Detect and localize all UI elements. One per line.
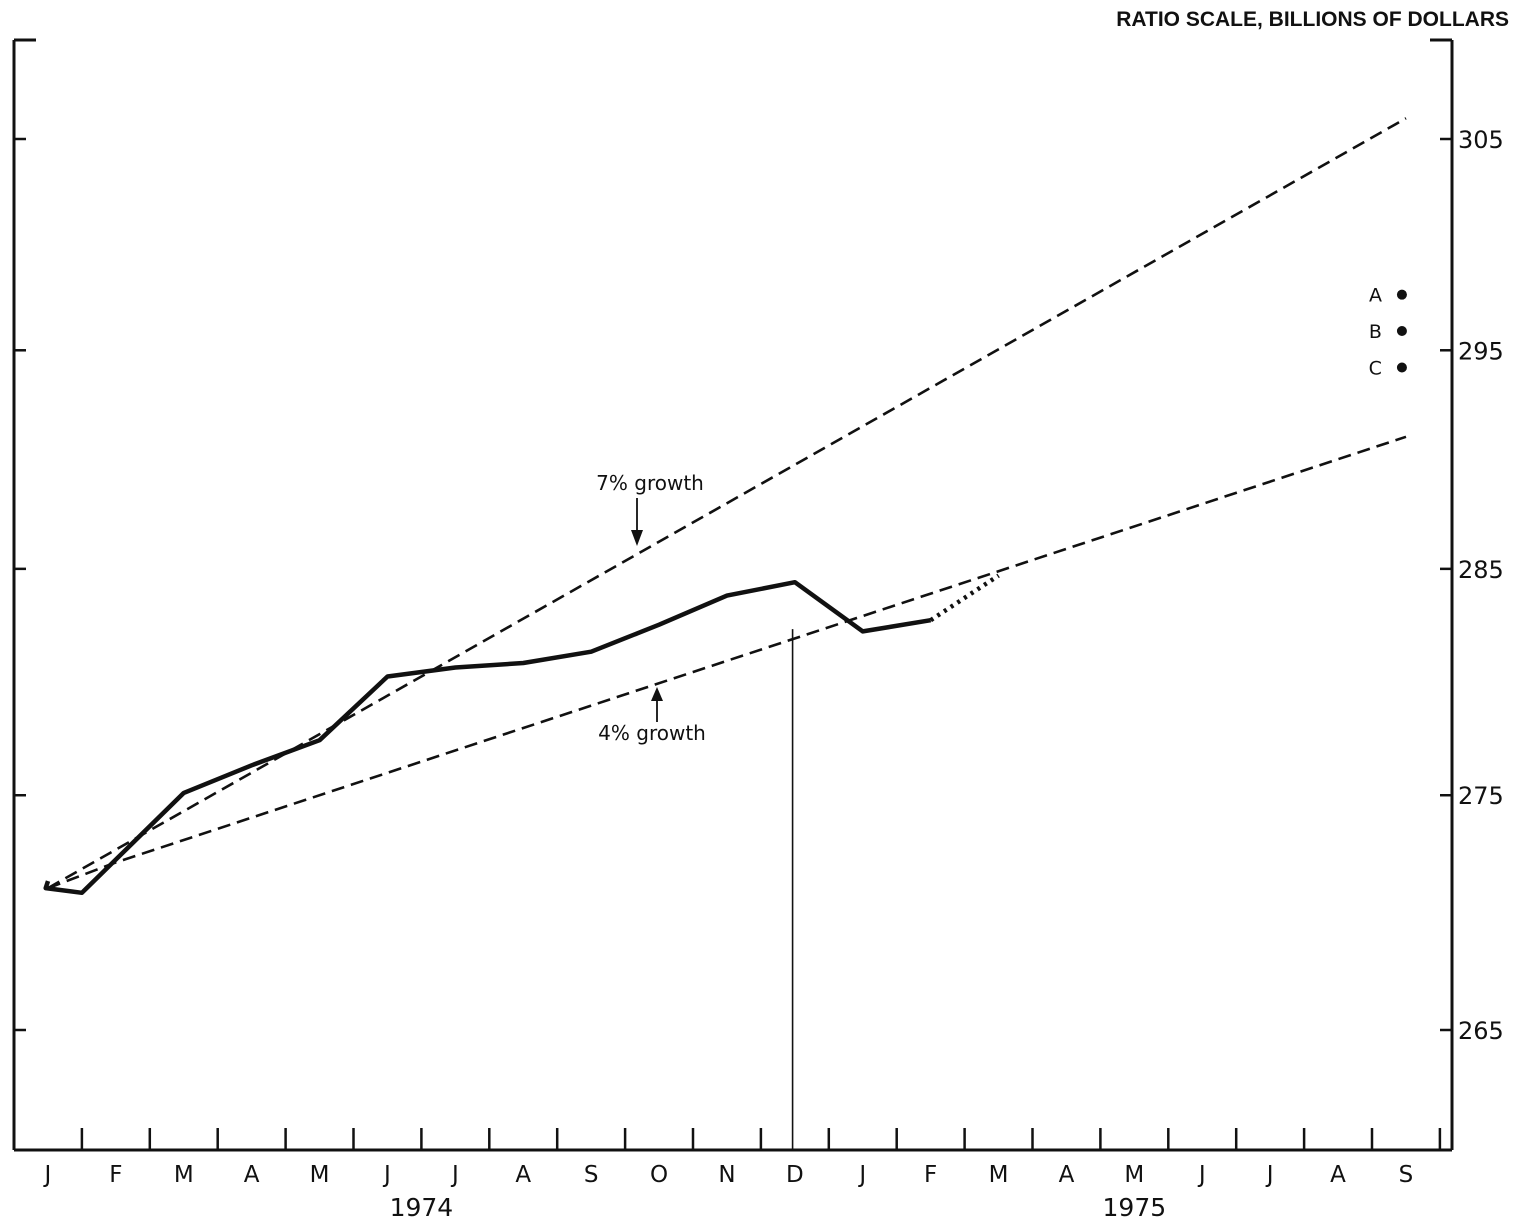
x-month-label: J	[857, 1162, 866, 1188]
y-tick-label: 285	[1458, 556, 1504, 584]
target-point-label: B	[1369, 321, 1382, 343]
x-month-label: S	[1399, 1162, 1414, 1188]
y-axis-scale-title: RATIO SCALE, BILLIONS OF DOLLARS	[1116, 8, 1509, 31]
x-month-label: A	[244, 1162, 260, 1188]
target-point-marker	[1396, 325, 1407, 336]
target-point-marker	[1396, 362, 1407, 373]
year-label: 1974	[390, 1193, 454, 1222]
x-month-label: J	[43, 1162, 52, 1188]
x-month-label: F	[109, 1162, 122, 1188]
x-month-label: D	[786, 1162, 804, 1188]
x-month-label: J	[382, 1162, 391, 1188]
y-tick-label: 305	[1458, 126, 1504, 154]
annotations: 7% growth 4% growth	[596, 471, 706, 745]
x-month-label: N	[718, 1162, 735, 1188]
target-point-label: C	[1369, 357, 1382, 379]
x-month-label: O	[650, 1162, 668, 1188]
x-month-label: J	[450, 1162, 459, 1188]
target-points: ABC	[1369, 285, 1407, 379]
projected-series-dotted	[929, 573, 1000, 623]
x-month-label: M	[989, 1162, 1009, 1188]
annotation-4pct: 4% growth	[598, 721, 706, 745]
y-tick-label: 295	[1458, 337, 1504, 365]
x-month-label: M	[310, 1162, 330, 1188]
year-label: 1975	[1103, 1193, 1167, 1222]
trend-lines	[47, 117, 1407, 890]
arrow-4pct-head	[651, 687, 663, 701]
x-month-label: S	[584, 1162, 599, 1188]
data-lines	[43, 573, 1000, 896]
x-month-label: J	[1265, 1162, 1274, 1188]
y-tick-label: 275	[1458, 782, 1504, 810]
x-month-label: M	[1124, 1162, 1144, 1188]
x-month-label: M	[174, 1162, 194, 1188]
y-axis-ticks: 265 275 285 295 305	[14, 126, 1504, 1045]
target-point-label: A	[1369, 285, 1382, 307]
x-month-label: F	[924, 1162, 937, 1188]
x-month-label: J	[1197, 1162, 1206, 1188]
growth-trend-line	[47, 117, 1407, 890]
x-month-label: A	[1059, 1162, 1075, 1188]
plot-frame	[12, 38, 1454, 1152]
actual-series-line	[43, 579, 932, 896]
target-point-marker	[1396, 289, 1407, 300]
growth-trend-line	[47, 435, 1407, 890]
x-month-label: A	[1330, 1162, 1346, 1188]
year-labels: 1974 1975	[390, 1193, 1167, 1222]
x-month-label: A	[515, 1162, 531, 1188]
annotation-7pct: 7% growth	[596, 471, 704, 495]
y-tick-label: 265	[1458, 1017, 1504, 1045]
arrow-7pct-head	[631, 530, 643, 546]
